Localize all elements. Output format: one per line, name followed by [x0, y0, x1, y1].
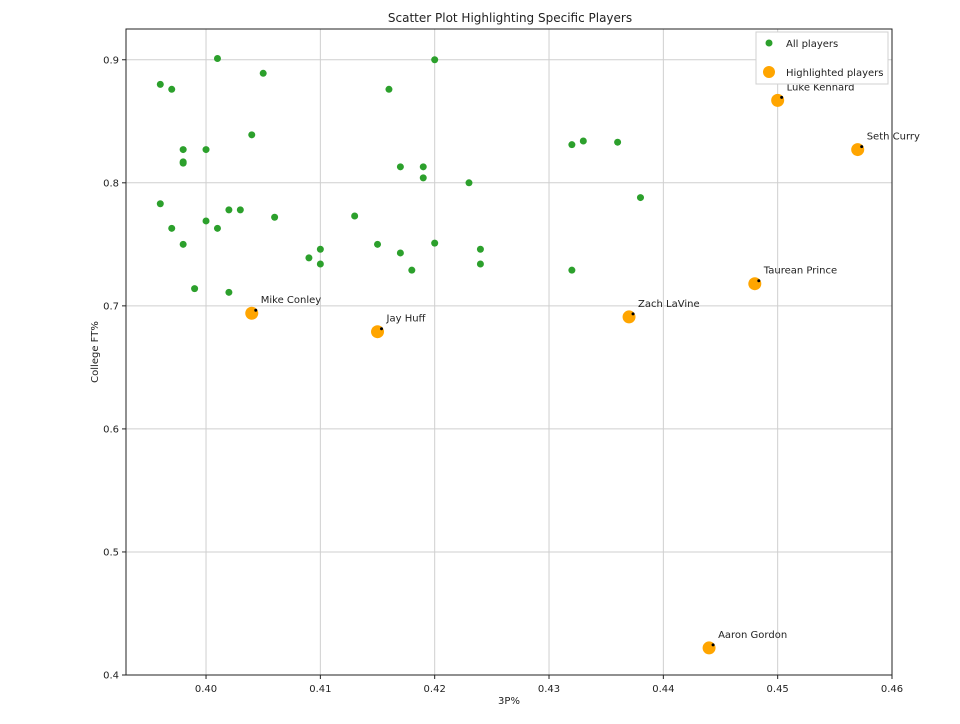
all-players-point	[396, 163, 404, 171]
all-players-point	[374, 240, 382, 248]
all-players-point	[213, 55, 221, 63]
x-tick-label: 0.41	[309, 684, 331, 695]
ticks-layer: 0.40 0.41 0.42 0.43 0.44 0.45 0.46 0.4 0.5 0.6 0.7…	[103, 55, 903, 695]
highlighted-player-point	[702, 641, 716, 655]
highlighted-player-marker-dot	[254, 308, 258, 312]
y-tick-label: 0.9	[103, 55, 119, 66]
all-players-point	[156, 80, 164, 88]
highlighted-player-marker-dot	[631, 312, 635, 316]
y-tick-label: 0.6	[103, 424, 119, 435]
x-axis-label: 3P%	[498, 696, 520, 707]
y-tick-label: 0.7	[103, 301, 119, 312]
highlighted-player-label: Jay Huff	[386, 314, 427, 325]
all-players-point	[156, 200, 164, 208]
highlighted-player-marker-dot	[380, 327, 384, 331]
all-players-point	[476, 260, 484, 268]
highlighted-player-label: Luke Kennard	[787, 82, 855, 93]
all-players-point	[248, 131, 256, 139]
highlighted-player-label: Aaron Gordon	[718, 630, 787, 641]
highlighted-player-point	[371, 325, 385, 339]
plot-frame	[125, 28, 893, 676]
highlighted-player-point	[771, 93, 785, 107]
highlighted-player-point	[245, 306, 259, 320]
grid-layer	[126, 29, 893, 676]
all-players-point	[385, 85, 393, 93]
legend-box	[755, 31, 889, 85]
all-players-point	[431, 239, 439, 247]
all-players-point	[465, 179, 473, 187]
chart-title: Scatter Plot Highlighting Specific Playe…	[388, 11, 632, 25]
y-tick-label: 0.4	[103, 671, 119, 682]
all-players-point	[419, 174, 427, 182]
all-players-point	[431, 56, 439, 64]
all-players-point	[568, 266, 576, 274]
points-layer	[156, 55, 865, 655]
all-players-point	[476, 245, 484, 253]
all-players-point	[316, 260, 324, 268]
all-players-point	[179, 159, 187, 167]
highlighted-player-marker-dot	[757, 279, 761, 283]
highlighted-player-marker-dot	[780, 95, 784, 99]
all-players-point	[213, 224, 221, 232]
y-tick-label: 0.5	[103, 547, 119, 558]
legend-label-all-players: All players	[786, 39, 838, 50]
all-players-point	[568, 141, 576, 149]
legend: All players Highlighted players	[755, 31, 889, 85]
highlighted-player-label: Zach LaVine	[638, 299, 700, 310]
highlighted-player-label: Mike Conley	[261, 295, 322, 306]
all-players-point	[396, 249, 404, 257]
highlighted-player-point	[851, 143, 865, 157]
highlighted-player-marker-dot	[711, 643, 715, 647]
legend-label-highlighted-players: Highlighted players	[786, 68, 883, 79]
all-players-point	[408, 266, 416, 274]
all-players-point	[419, 163, 427, 171]
y-axis-label: College FT%	[90, 321, 101, 383]
all-players-point	[614, 138, 622, 146]
all-players-point	[179, 146, 187, 154]
all-players-point	[316, 245, 324, 253]
all-players-point	[236, 206, 244, 214]
all-players-point	[202, 217, 210, 225]
legend-marker-all-players	[765, 39, 773, 47]
all-players-point	[168, 85, 176, 93]
highlighted-player-point	[748, 277, 762, 291]
all-players-point	[271, 213, 279, 221]
highlighted-player-point	[622, 310, 636, 324]
all-players-point	[225, 206, 233, 214]
all-players-point	[191, 285, 199, 293]
all-players-point	[579, 137, 587, 145]
all-players-point	[636, 194, 644, 202]
highlighted-player-marker-dot	[860, 145, 864, 149]
x-tick-label: 0.45	[767, 684, 789, 695]
x-tick-label: 0.43	[538, 684, 560, 695]
x-tick-label: 0.42	[424, 684, 446, 695]
x-tick-label: 0.44	[652, 684, 674, 695]
all-players-point	[168, 224, 176, 232]
x-tick-label: 0.46	[881, 684, 903, 695]
x-tick-label: 0.40	[195, 684, 217, 695]
y-tick-label: 0.8	[103, 178, 119, 189]
legend-marker-highlighted-players	[763, 66, 775, 78]
all-players-point	[179, 240, 187, 248]
all-players-point	[202, 146, 210, 154]
all-players-point	[305, 254, 313, 262]
highlighted-player-label: Taurean Prince	[763, 266, 837, 277]
annotation-layer: Mike Conley Jay Huff Zach LaVine Taurean Pr…	[261, 82, 920, 641]
highlighted-player-label: Seth Curry	[867, 132, 920, 143]
all-players-point	[351, 212, 359, 220]
all-players-point	[225, 288, 233, 296]
all-players-point	[259, 69, 267, 77]
